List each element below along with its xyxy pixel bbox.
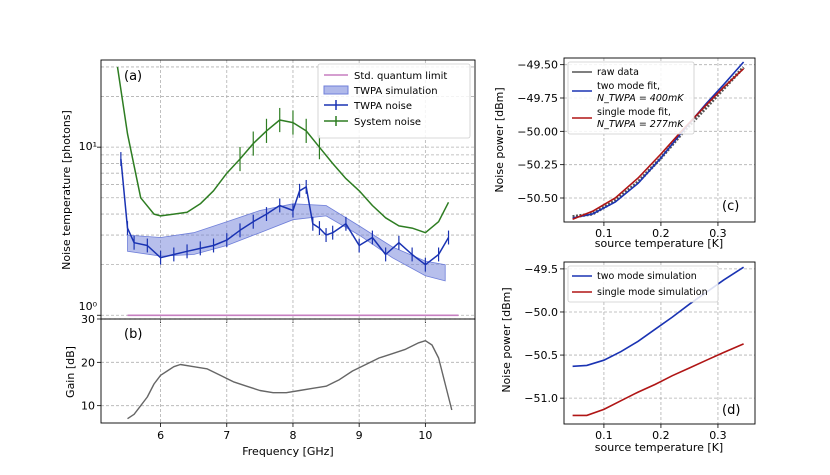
single-mode-simulation-line <box>572 343 744 417</box>
ytick-label-d: −50.5 <box>524 349 558 362</box>
xticks-d: 0.1 0.2 0.3 <box>595 429 727 442</box>
xticks-c: 0.1 0.2 0.3 <box>595 227 727 240</box>
legend-sub-twofit: N_TWPA = 400mK <box>597 93 684 104</box>
ytick-label-c: −49.75 <box>517 92 558 105</box>
axes-frame-b <box>100 318 476 424</box>
yticks-b: 10 20 30 <box>81 313 95 413</box>
panel-c: (c) Noise power [dBm] source temperature… <box>493 57 756 250</box>
ytick-label-a-10: 10¹ <box>79 140 97 153</box>
legend-label-singlefit: single mode fit, <box>597 107 671 118</box>
legend-swatch-sim <box>323 85 349 95</box>
gain-line <box>127 340 453 420</box>
xtick-label-b: 9 <box>356 429 363 442</box>
panel-d: (d) Noise power [dBm] source temperature… <box>500 261 756 454</box>
xtick-label-d: 0.3 <box>709 429 727 442</box>
panel-label-a: (a) <box>124 69 142 84</box>
xlabel-d: source temperature [K] <box>595 441 723 454</box>
xtick-label-b: 6 <box>157 429 164 442</box>
axes-frame-c <box>563 57 756 223</box>
ytick-label-b: 20 <box>81 356 95 369</box>
ylabel-c: Noise power [dBm] <box>493 87 506 192</box>
ytick-label-d: −50.0 <box>524 306 558 319</box>
legend-box-c <box>567 61 695 135</box>
panel-a: (a) Noise temperature [photons] 10¹ 10⁰ … <box>60 59 476 323</box>
ytick-label-a-1: 10⁰ <box>79 300 98 313</box>
panel-label-b: (b) <box>124 327 142 342</box>
legend-d: two mode simulation single mode simulati… <box>567 265 719 303</box>
legend-label-twosim: two mode simulation <box>597 271 697 282</box>
xticks-b: 6 7 8 9 10 <box>157 429 432 442</box>
legend-box-d <box>567 265 719 303</box>
xlabel-c: source temperature [K] <box>595 237 723 250</box>
axes-frame-d <box>563 261 756 425</box>
xtick-label-c: 0.1 <box>595 227 613 240</box>
legend-label-twpa: TWPA noise <box>353 101 412 112</box>
xtick-label-b: 8 <box>289 429 296 442</box>
xlabel-b: Frequency [GHz] <box>242 445 333 458</box>
xtick-label-d: 0.1 <box>595 429 613 442</box>
single-mode-fit-line <box>572 68 745 221</box>
ylabel-a: Noise temperature [photons] <box>60 110 73 270</box>
ylabel-b: Gain [dB] <box>64 346 77 398</box>
legend-label-sim: TWPA simulation <box>353 86 438 97</box>
legend-c: raw data two mode fit, N_TWPA = 400mK si… <box>567 61 695 135</box>
panel-b: (b) Gain [dB] Frequency [GHz] 6 7 8 9 10 10 2… <box>64 313 476 458</box>
xtick-label-b: 10 <box>418 429 432 442</box>
panel-label-c: (c) <box>722 199 739 214</box>
panel-label-d: (d) <box>722 403 740 418</box>
twpa-simulation-band <box>127 203 446 282</box>
twpa-noise-line <box>120 158 450 266</box>
marks-a <box>116 66 459 317</box>
legend-a: Std. quantum limit TWPA simulation TWPA … <box>317 63 471 139</box>
xtick-label-c: 0.2 <box>652 227 670 240</box>
marks-c <box>572 61 745 221</box>
marks-b <box>127 340 453 420</box>
ytick-label-c: −50.00 <box>517 125 558 138</box>
legend-sub-singlefit: N_TWPA = 277mK <box>597 119 684 130</box>
legend-label-raw: raw data <box>597 67 639 78</box>
ytick-label-c: −50.25 <box>517 159 558 172</box>
ytick-label-d: −51.0 <box>524 392 558 405</box>
yticks-c: −49.50 −49.75 −50.00 −50.25 −50.50 <box>517 59 558 205</box>
ytick-label-c: −50.50 <box>517 192 558 205</box>
ytick-label-b: 10 <box>81 400 95 413</box>
ylabel-d: Noise power [dBm] <box>500 287 513 392</box>
two-mode-fit-line <box>572 61 745 219</box>
ytick-label-d: −49.5 <box>524 263 558 276</box>
xtick-label-c: 0.3 <box>709 227 727 240</box>
xtick-label-b: 7 <box>223 429 230 442</box>
grid-b <box>97 318 475 427</box>
ytick-label-b: 30 <box>81 313 95 326</box>
yticks-d: −49.5 −50.0 −50.5 −51.0 <box>524 263 558 405</box>
legend-label-sql: Std. quantum limit <box>354 71 447 82</box>
legend-label-sys: System noise <box>354 117 421 128</box>
legend-box-a <box>317 63 471 139</box>
yticks-a: 10¹ 10⁰ <box>79 140 98 313</box>
xtick-label-d: 0.2 <box>652 429 670 442</box>
legend-label-singlesim: single mode simulation <box>597 287 708 298</box>
legend-label-twofit: two mode fit, <box>597 81 660 92</box>
ytick-label-c: −49.50 <box>517 59 558 72</box>
